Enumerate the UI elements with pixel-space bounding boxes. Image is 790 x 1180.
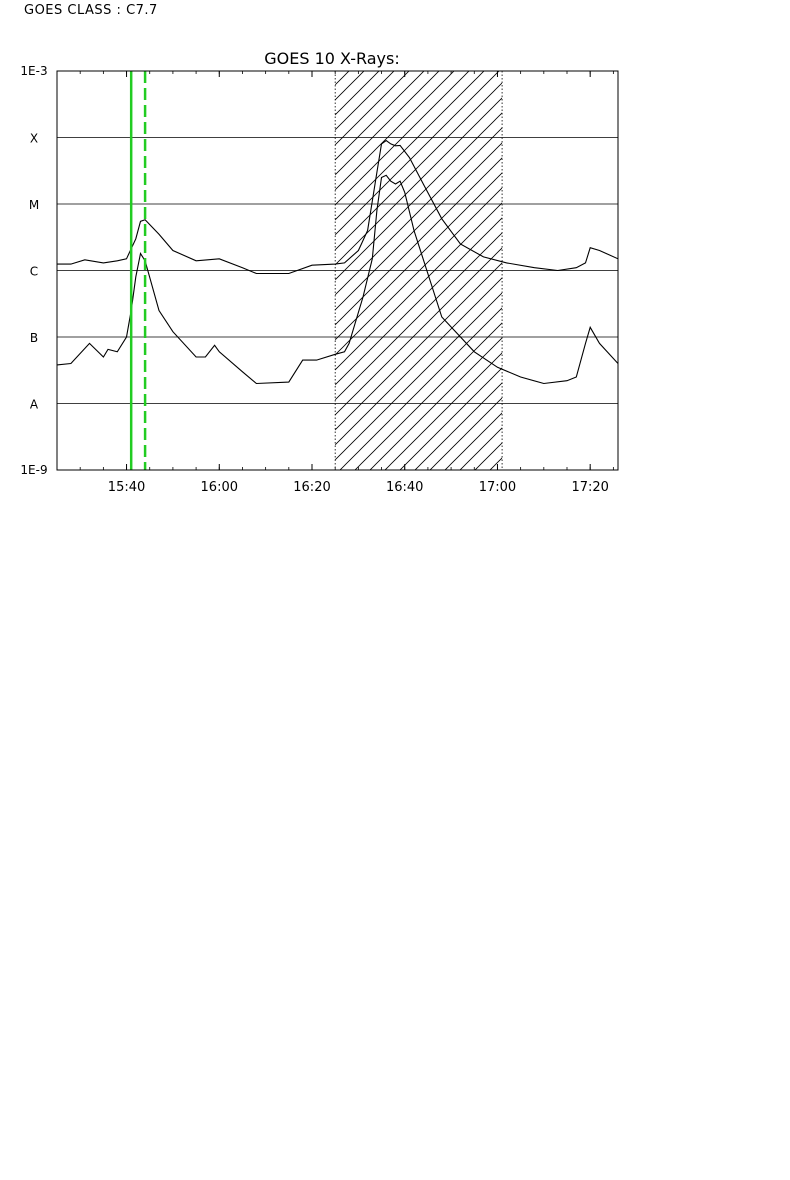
class-label-m: M — [29, 198, 39, 212]
shaded-interval — [334, 71, 503, 470]
plot-frame — [56, 70, 619, 471]
series-line-1 — [57, 139, 618, 275]
chart-title: GOES 10 X-Rays: — [264, 49, 400, 68]
y-label-bottom: 1E-9 — [20, 463, 47, 477]
x-tick-label: 17:00 — [479, 480, 516, 495]
event-markers — [129, 71, 147, 470]
hatched-region — [335, 71, 503, 470]
x-tick-label: 16:00 — [201, 480, 238, 495]
class-label-c: C — [30, 265, 38, 279]
class-label-x: X — [30, 132, 38, 146]
class-label-a: A — [30, 398, 39, 412]
y-axis-ticks: A B C M X 1E-9 1E-3 — [20, 64, 47, 477]
x-tick-label: 16:40 — [386, 480, 423, 495]
goes-xray-chart: GOES 10 X-Rays: A B C M X 1E-9 1E-3 15:40 16:00… — [20, 49, 619, 495]
x-tick-label: 15:40 — [108, 480, 145, 495]
class-label-b: B — [30, 331, 38, 345]
x-tick-label: 16:20 — [293, 480, 330, 495]
series-line-2 — [57, 174, 618, 385]
y-label-top: 1E-3 — [20, 64, 47, 78]
flux-series — [57, 139, 618, 385]
x-axis-ticks: 15:40 16:00 16:20 16:40 17:00 17:20 — [56, 71, 614, 495]
goes-class-label: GOES CLASS : C7.7 — [24, 3, 158, 18]
x-tick-label: 17:20 — [571, 480, 608, 495]
